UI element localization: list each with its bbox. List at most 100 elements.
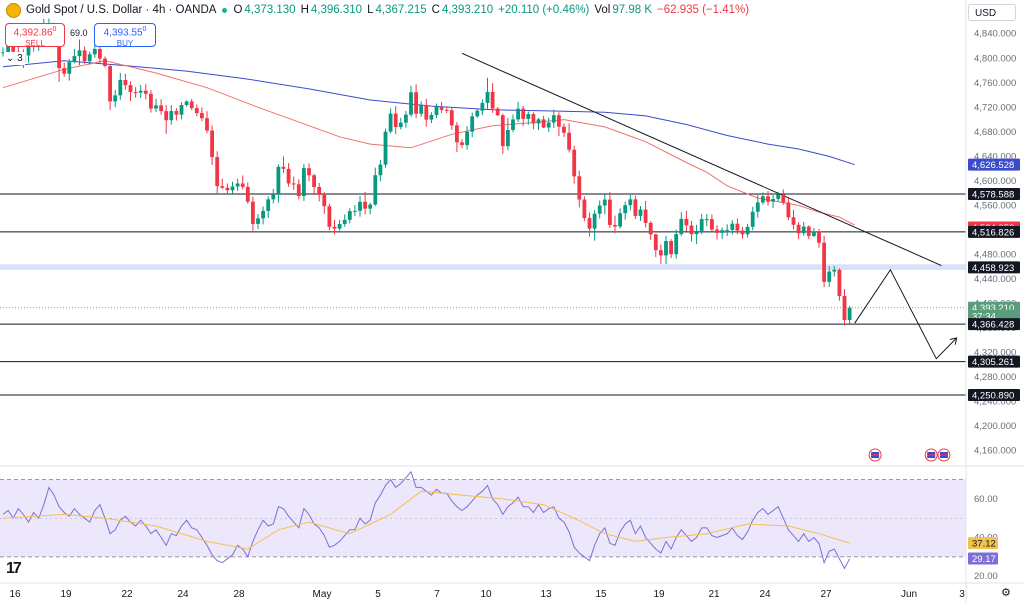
candle-body (720, 230, 724, 233)
candle-body (725, 229, 730, 231)
candle-body (82, 50, 87, 62)
sell-label: SELL (25, 39, 45, 49)
time-axis-label: Jun (901, 589, 917, 600)
candle-body (837, 269, 842, 296)
candle-body (373, 175, 378, 205)
symbol-header: Gold Spot / U.S. Dollar · 4h · OANDA O 4,… (6, 2, 749, 18)
currency-selector[interactable]: USD (968, 4, 1016, 21)
volume-value: 97.98 K (612, 4, 652, 16)
candle-body (500, 115, 505, 147)
price-tick-label: 4,840.000 (974, 29, 1016, 40)
price-axis-marker-text: 4,516.826 (972, 227, 1014, 238)
candle-body (368, 204, 373, 209)
currency-label: USD (975, 8, 997, 19)
candle-body (699, 219, 704, 232)
candle-body (439, 106, 444, 110)
candle-body (133, 92, 138, 94)
price-tick-label: 4,640.000 (974, 151, 1016, 162)
price-tick-label: 4,720.000 (974, 102, 1016, 113)
open-label: O (233, 4, 243, 16)
price-tick-label: 4,200.000 (974, 421, 1016, 432)
candle-body (771, 198, 775, 202)
candle-body (710, 219, 714, 230)
candle-body (113, 95, 118, 102)
candle-body (123, 79, 128, 86)
candle-body (490, 91, 495, 109)
settings-gear-icon[interactable]: ⚙ (1001, 587, 1011, 599)
candle-body (812, 231, 816, 236)
candle-body (414, 92, 418, 114)
rsi-axis-marker-text: 37.12 (972, 539, 996, 550)
candle-body (806, 226, 811, 236)
candle-body (633, 199, 638, 216)
candle-body (608, 199, 612, 225)
spread-value: 69.0 (70, 28, 88, 38)
price-axis-marker-text: 4,626.528 (972, 160, 1014, 171)
buy-button[interactable]: 4,393.550 BUY (94, 23, 156, 49)
candle-body (781, 194, 786, 203)
price-tick-label: 4,480.000 (974, 249, 1016, 260)
candle-body (128, 85, 133, 93)
candle-body (623, 205, 628, 214)
candle-body (643, 209, 648, 223)
time-axis-label: 24 (177, 589, 189, 600)
candle-body (832, 269, 837, 272)
candle-body (164, 111, 169, 121)
candle-body (245, 186, 250, 202)
candle-body (449, 110, 454, 126)
candle-body (138, 90, 143, 93)
candle-body (26, 42, 31, 56)
candle-body (842, 295, 847, 321)
candle-body (225, 187, 230, 191)
candle-body (200, 113, 204, 119)
candle-body (159, 105, 163, 112)
candle-body (251, 201, 255, 224)
time-axis-label: 24 (759, 589, 771, 600)
high-value: 4,396.310 (310, 4, 363, 16)
time-axis-label: 3 (959, 589, 965, 600)
candle-body (613, 224, 617, 227)
price-axis-marker (968, 225, 1020, 238)
candle-body (597, 205, 602, 214)
candle-body (256, 218, 260, 224)
supply-zone (0, 264, 966, 270)
candle-body (327, 206, 332, 227)
candle-body (572, 149, 577, 177)
candle-body (689, 225, 694, 235)
buy-label: BUY (116, 39, 134, 49)
projection-path (854, 268, 958, 360)
candle-body (847, 307, 852, 321)
candle-body (577, 176, 582, 200)
candle-body (801, 226, 806, 234)
symbol-title[interactable]: Gold Spot / U.S. Dollar · 4h · OANDA (26, 4, 217, 16)
candle-body (266, 199, 271, 211)
candle-body (704, 219, 709, 221)
low-value: 4,367.215 (375, 4, 427, 16)
candle-body (67, 62, 72, 74)
candle-body (143, 90, 148, 94)
candle-body (429, 114, 434, 120)
candle-body (495, 108, 500, 116)
candle-body (296, 184, 301, 197)
change-value: +20.110 (+0.46%) (498, 4, 590, 16)
rsi-axis-marker (968, 552, 998, 565)
candle-body (149, 93, 153, 109)
rsi-axis-marker-text: 29.17 (972, 554, 996, 565)
trendline (461, 52, 942, 266)
market-status-icon (222, 7, 228, 13)
sell-button[interactable]: 4,392.860 SELL (5, 23, 65, 49)
candle-body (286, 168, 291, 184)
indicator-legend-toggle[interactable]: ⌄ 3 (4, 52, 25, 65)
candle-body (546, 122, 551, 128)
candle-body (735, 223, 740, 231)
legend-count: 3 (17, 53, 23, 64)
price-tick-label: 4,760.000 (974, 78, 1016, 89)
price-axis-marker (968, 188, 1020, 201)
time-axis-label: 27 (820, 589, 832, 600)
candle-body (827, 271, 832, 282)
candle-body (521, 108, 526, 119)
candle-body (388, 113, 393, 132)
price-axis-marker-text: 4,393.210 (972, 303, 1014, 314)
rsi-tick-label: 60.00 (974, 494, 998, 505)
